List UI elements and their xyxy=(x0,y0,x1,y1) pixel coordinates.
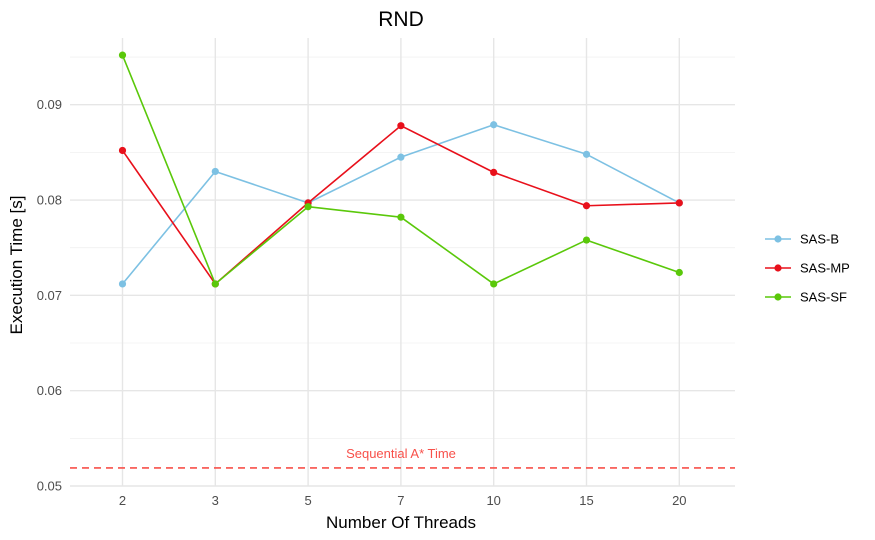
x-tick-label: 5 xyxy=(304,493,311,508)
data-point xyxy=(675,268,683,277)
x-axis-title: Number Of Threads xyxy=(326,513,476,532)
data-point xyxy=(490,121,498,129)
data-point xyxy=(118,146,127,155)
legend-label: SAS-MP xyxy=(800,261,850,276)
data-point xyxy=(675,199,683,207)
x-tick-labels: 2 3 5 7 10 15 20 xyxy=(119,493,687,508)
legend-item-sas-b: SAS-B xyxy=(765,232,839,247)
chart-title: RND xyxy=(378,8,424,31)
data-point xyxy=(582,150,591,158)
legend-label: SAS-B xyxy=(800,232,839,247)
data-point xyxy=(490,168,498,176)
data-point xyxy=(118,51,127,59)
x-tick-label: 20 xyxy=(672,493,686,508)
data-point xyxy=(490,280,498,288)
reference-line-label: Sequential A* Time xyxy=(346,446,456,461)
legend-item-sas-mp: SAS-MP xyxy=(765,261,850,276)
x-tick-label: 7 xyxy=(397,493,404,508)
data-point xyxy=(397,122,405,130)
reference-line-group: Sequential A* Time xyxy=(70,446,735,469)
data-point xyxy=(582,202,591,210)
x-tick-label: 10 xyxy=(486,493,500,508)
legend-key-point xyxy=(774,235,782,243)
legend-label: SAS-SF xyxy=(800,290,847,305)
x-tick-label: 2 xyxy=(119,493,126,508)
y-axis-title: Execution Time [s] xyxy=(7,196,26,335)
data-point xyxy=(211,167,219,176)
y-tick-label: 0.08 xyxy=(37,193,62,208)
y-tick-label: 0.07 xyxy=(37,288,62,303)
series-group xyxy=(118,51,683,288)
y-tick-label: 0.06 xyxy=(37,383,62,398)
data-point xyxy=(397,213,405,221)
legend-key-point xyxy=(774,293,782,301)
x-tick-label: 3 xyxy=(212,493,219,508)
data-point xyxy=(582,236,591,244)
y-tick-labels: 0.05 0.06 0.07 0.08 0.09 xyxy=(37,97,62,493)
data-point xyxy=(304,203,312,211)
grid xyxy=(70,38,735,487)
data-point xyxy=(397,153,405,161)
legend: SAS-B SAS-MP SAS-SF xyxy=(765,232,850,305)
legend-item-sas-sf: SAS-SF xyxy=(765,290,847,305)
x-tick-label: 15 xyxy=(579,493,593,508)
y-tick-label: 0.09 xyxy=(37,97,62,112)
series-sas-sf xyxy=(118,51,683,288)
data-point xyxy=(118,280,127,288)
y-tick-label: 0.05 xyxy=(37,479,62,494)
data-point xyxy=(211,280,219,288)
legend-key-point xyxy=(774,264,782,272)
